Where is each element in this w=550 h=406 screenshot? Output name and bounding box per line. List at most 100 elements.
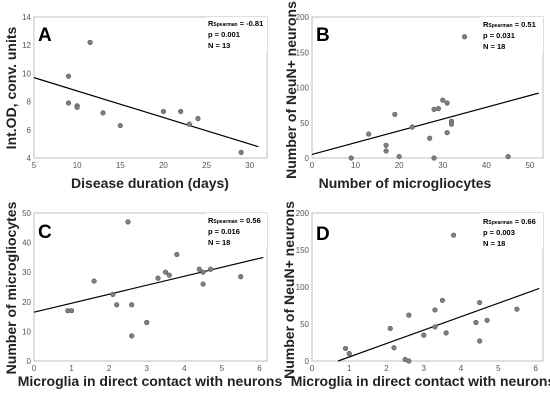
panel-a: A Disease duration (days) Int.OD, conv. … xyxy=(3,13,268,191)
panel-d-data-point xyxy=(387,325,393,332)
panel-a-data-point xyxy=(195,115,201,122)
panel-a-xtick-label: 10 xyxy=(73,161,82,170)
panel-a-ytick-label: 4 xyxy=(27,154,32,163)
panel-d-xtick-label: 4 xyxy=(459,364,464,373)
panel-b-ytick-label: 0 xyxy=(305,154,310,163)
panel-a-data-point xyxy=(87,39,93,45)
panel-b-data-point xyxy=(440,97,446,103)
panel-c-r-label: RSpearman = 0.56 xyxy=(208,216,261,225)
panel-a-data-point xyxy=(65,73,72,79)
panel-b-stats-box: RSpearman = 0.51 p = 0.031 N = 18 xyxy=(480,17,543,53)
panel-c-xlabel: Microglia in direct contact with neurons xyxy=(18,373,283,389)
panel-c-ytick-label: 0 xyxy=(27,357,32,366)
panel-c-trend-line xyxy=(33,256,264,313)
panel-a-ylabel: Int.OD, conv. units xyxy=(3,26,19,149)
panel-d-xtick-label: 5 xyxy=(496,364,501,373)
panel-d-data-point xyxy=(406,358,412,364)
panel-b-ytick-label: 200 xyxy=(296,13,310,22)
panel-a-data-point xyxy=(74,104,80,110)
panel-d-data-point xyxy=(450,232,457,238)
panel-d-xtick-label: 1 xyxy=(347,364,352,373)
panel-d: D Microglia in direct contact with neuro… xyxy=(281,201,550,389)
panel-c-ytick-label: 40 xyxy=(22,239,31,248)
panel-b-data-point xyxy=(448,121,455,127)
panel-b-trend-line xyxy=(311,92,539,156)
panel-d-trend-line xyxy=(337,287,540,362)
panel-b-data-point xyxy=(431,155,437,161)
panel-b-xtick-label: 50 xyxy=(525,161,534,170)
panel-c-data-point xyxy=(166,272,172,278)
panel-c-data-point xyxy=(125,219,131,225)
panel-a-data-point xyxy=(65,100,72,106)
panel-a-ytick-label: 14 xyxy=(22,13,31,22)
panel-d-data-point xyxy=(432,307,438,313)
panel-d-label: D xyxy=(316,224,330,245)
panel-d-data-point xyxy=(477,338,483,344)
panel-c-xtick-label: 6 xyxy=(257,364,262,373)
panel-c-data-point xyxy=(208,266,214,272)
panel-b-xlabel: Number of microgliocytes xyxy=(319,175,492,191)
panel-c-xtick-label: 3 xyxy=(145,364,150,373)
panel-c-data-point xyxy=(68,308,75,314)
panel-b: B Number of microgliocytes Number of Neu… xyxy=(283,1,544,191)
panel-c-xtick-label: 0 xyxy=(32,364,37,373)
panel-d-ytick-label: 150 xyxy=(296,246,310,255)
panel-d-data-point xyxy=(342,345,349,352)
panel-d-data-point xyxy=(346,351,352,357)
panel-b-xtick-label: 0 xyxy=(310,161,315,170)
panel-a-trend-line xyxy=(33,77,259,148)
panel-d-p-value: p = 0.003 xyxy=(483,228,515,237)
panel-c-label: C xyxy=(38,222,52,243)
panel-a-data-point xyxy=(100,110,106,116)
panel-a-stats-box: RSpearman = -0.81 p = 0.001 N = 13 xyxy=(206,17,267,53)
panel-c-ylabel: Number of microgliocytes xyxy=(3,201,19,374)
panel-b-label: B xyxy=(316,25,330,46)
panel-a-data-point xyxy=(178,108,184,115)
panel-d-xtick-label: 3 xyxy=(422,364,427,373)
panel-b-data-point xyxy=(435,106,441,112)
panel-c-data-point xyxy=(129,302,135,308)
panel-a-xtick-label: 5 xyxy=(32,161,37,170)
panel-d-data-point xyxy=(391,345,397,351)
panel-c-xtick-label: 4 xyxy=(182,364,187,373)
panel-a-xtick-label: 20 xyxy=(159,161,168,170)
panel-b-r-label: RSpearman = 0.51 xyxy=(483,20,536,29)
panel-b-xtick-label: 20 xyxy=(395,161,404,170)
panel-b-ylabel: Number of NeuN+ neurons xyxy=(283,1,299,179)
panel-a-p-value: p = 0.001 xyxy=(208,30,240,39)
panel-a-ytick-label: 6 xyxy=(27,126,32,135)
panel-a-data-point xyxy=(117,122,123,129)
panel-b-ytick-label: 50 xyxy=(300,119,309,128)
panel-d-data-point xyxy=(473,319,479,326)
panel-d-r-label: RSpearman = 0.66 xyxy=(483,217,536,226)
panel-c-data-point xyxy=(110,291,116,298)
panel-a-data-point xyxy=(238,149,244,155)
panel-c-ytick-label: 50 xyxy=(22,209,31,218)
panel-a-data-point xyxy=(160,108,167,115)
panel-d-data-point xyxy=(421,332,427,338)
panel-c-data-point xyxy=(200,281,206,287)
panel-c: C Microglia in direct contact with neuro… xyxy=(3,201,282,389)
panel-a-xlabel: Disease duration (days) xyxy=(71,175,229,191)
panel-c-ytick-label: 20 xyxy=(22,298,31,307)
panel-d-ytick-label: 0 xyxy=(305,357,310,366)
panel-d-ylabel: Number of NeuN+ neurons xyxy=(281,201,297,379)
panel-c-data-point xyxy=(144,319,150,326)
panel-d-data-point xyxy=(432,324,438,330)
panel-d-ytick-label: 50 xyxy=(300,320,309,329)
panel-b-ytick-label: 150 xyxy=(296,48,310,57)
panel-d-xtick-label: 2 xyxy=(384,364,389,373)
panel-b-data-point xyxy=(409,124,415,130)
panel-b-n-value: N = 18 xyxy=(483,42,505,51)
panel-b-data-point xyxy=(366,131,372,137)
panel-c-data-point xyxy=(196,266,202,272)
panel-d-stats-box: RSpearman = 0.66 p = 0.003 N = 18 xyxy=(480,213,543,249)
panel-b-xtick-label: 30 xyxy=(438,161,447,170)
panel-c-data-point xyxy=(114,302,120,308)
panel-c-data-point xyxy=(238,274,244,280)
panel-a-n-value: N = 13 xyxy=(208,41,230,50)
panel-c-stats-box: RSpearman = 0.56 p = 0.016 N = 18 xyxy=(206,213,267,249)
panel-d-xtick-label: 0 xyxy=(310,364,315,373)
panel-d-xlabel: Microglia in direct contact with neurons xyxy=(291,373,550,389)
panel-b-xtick-label: 10 xyxy=(351,161,360,170)
